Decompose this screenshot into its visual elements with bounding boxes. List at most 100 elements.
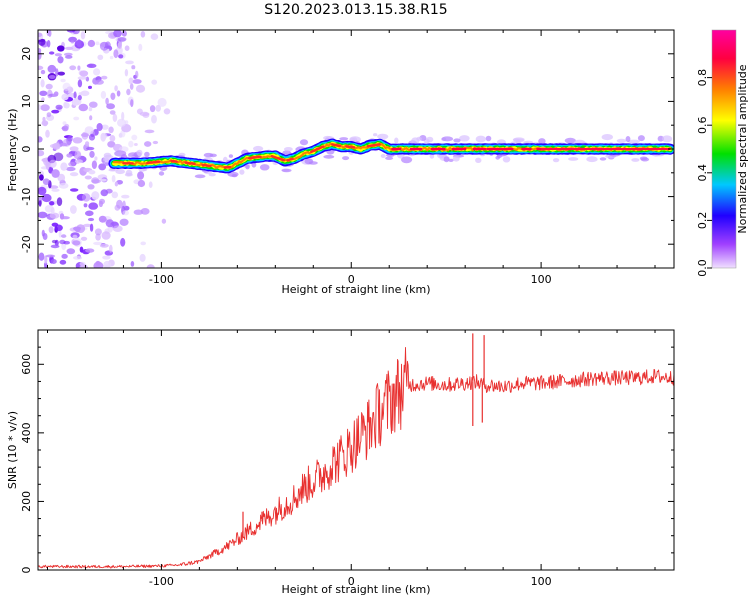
noise-blob [100, 189, 109, 197]
noise-blob [95, 233, 101, 241]
noise-blob [74, 150, 82, 160]
y-tick-label: 20 [20, 47, 33, 61]
noise-blob [101, 75, 108, 80]
noise-blob [40, 79, 45, 88]
noise-blob [96, 123, 103, 131]
ridge-halo-blob [394, 137, 399, 144]
noise-blob [88, 106, 93, 112]
ridge-peak [345, 145, 356, 149]
noise-blob [98, 200, 103, 208]
noise-blob [48, 159, 57, 168]
noise-blob [42, 178, 50, 185]
noise-blob [88, 202, 99, 210]
ridge-halo-blob [194, 174, 206, 179]
noise-blob [77, 79, 83, 88]
ridge-halo-blob [115, 169, 125, 175]
noise-blob [44, 261, 48, 268]
ridge-halo-blob [299, 139, 309, 146]
x-tick-label: -100 [149, 575, 174, 588]
noise-blob [44, 255, 48, 264]
ridge-halo-blob [441, 136, 454, 142]
noise-blob [68, 36, 77, 43]
noise-blob [110, 92, 116, 101]
ridge-halo-blob [502, 156, 511, 163]
ridge-halo-blob [601, 134, 613, 141]
x-tick-label: 0 [348, 575, 355, 588]
y-tick-label: 400 [20, 422, 33, 443]
noise-blob [69, 172, 79, 177]
noise-blob [39, 90, 48, 97]
noise-blob [140, 241, 146, 246]
noise-blob [109, 55, 114, 60]
snr-ylabel: SNR (10 * v/v) [6, 411, 19, 489]
noise-blob [73, 116, 80, 121]
ridge-peak [184, 161, 196, 166]
noise-blob [38, 252, 45, 261]
noise-blob [144, 141, 152, 147]
noise-blob [65, 166, 76, 172]
noise-blob [137, 171, 145, 180]
noise-blob [101, 231, 111, 240]
noise-blob [45, 161, 50, 171]
noise-blob [56, 197, 63, 207]
noise-blob [69, 65, 77, 71]
ridge-peak [331, 143, 342, 148]
noise-blob [38, 200, 42, 207]
spectrogram-ylabel: Frequency (Hz) [6, 109, 19, 192]
noise-blob [121, 194, 130, 199]
noise-blob [97, 54, 104, 60]
noise-blob [63, 101, 67, 108]
noise-blob [104, 264, 110, 268]
ridge-peak [366, 142, 381, 148]
noise-blob [48, 226, 54, 234]
ridge-halo-blob [512, 138, 520, 142]
ridge-halo-blob [411, 137, 420, 145]
ridge-halo-blob [552, 158, 560, 163]
noise-blob [152, 140, 159, 145]
noise-blob [85, 141, 90, 147]
noise-blob [63, 240, 70, 245]
noise-blob [98, 215, 107, 223]
noise-blob [135, 70, 139, 79]
noise-blob [49, 212, 60, 219]
noise-blob [94, 79, 104, 85]
noise-blob [95, 41, 100, 46]
noise-blob [57, 56, 64, 64]
ridge-halo-blob [574, 139, 585, 145]
noise-blob [45, 129, 50, 138]
noise-blob [42, 233, 48, 240]
colorbar-tick-label: 0.4 [696, 164, 709, 182]
ridge-halo-blob [401, 156, 413, 164]
noise-blob [117, 118, 126, 127]
noise-blob [163, 108, 171, 115]
noise-blob [114, 85, 118, 92]
noise-blob [64, 46, 74, 51]
noise-blob [86, 63, 97, 68]
ridge-peak [270, 154, 286, 162]
noise-blob [49, 51, 55, 55]
noise-blob [135, 84, 146, 93]
noise-blob [85, 248, 95, 253]
noise-blob [50, 207, 55, 215]
noise-blob [139, 253, 146, 262]
snr-frame [37, 329, 675, 571]
noise-blob [55, 68, 59, 77]
snr-ticks: -100 0 100 0 200 400 600 [20, 329, 674, 588]
noise-blob [88, 134, 96, 141]
noise-blob [51, 222, 59, 227]
x-tick-label: 0 [348, 273, 355, 286]
noise-blob [93, 241, 103, 246]
spectrogram-xlabel: Height of straight line (km) [281, 283, 430, 296]
ridge-halo-blob [385, 156, 394, 160]
noise-blob [77, 76, 88, 80]
colorbar-tick-label: 0.2 [696, 212, 709, 230]
heatmap-area [38, 30, 674, 268]
noise-blob [41, 120, 49, 126]
noise-blob [130, 261, 135, 267]
noise-blob [61, 93, 69, 101]
noise-blob [120, 237, 126, 247]
noise-blob [83, 223, 92, 228]
noise-blob [89, 223, 94, 232]
noise-blob [77, 65, 81, 71]
